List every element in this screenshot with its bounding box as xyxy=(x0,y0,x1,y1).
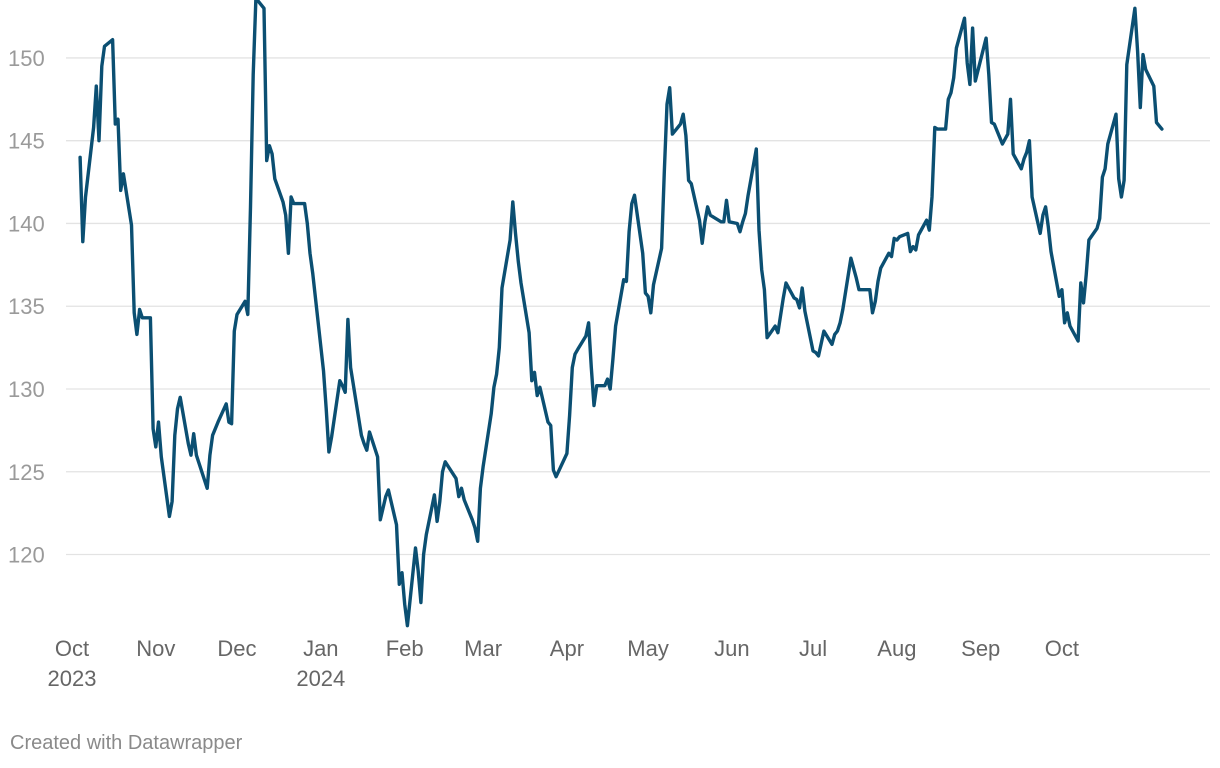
x-axis-ticks: Oct 2023 Nov Dec Jan 2024 Feb Mar Apr May Jun Jul Au… xyxy=(48,636,1079,691)
x-tick-label: Oct xyxy=(55,636,89,661)
x-tick-label: Apr xyxy=(550,636,584,661)
x-tick-label: Jan xyxy=(303,636,338,661)
x-tick-year-label: 2023 xyxy=(48,666,97,691)
gridlines xyxy=(66,57,1210,556)
y-tick-label: 125 xyxy=(8,460,45,485)
series-layer xyxy=(78,0,1164,628)
y-tick-label: 145 xyxy=(8,129,45,154)
x-tick-label: Dec xyxy=(217,636,256,661)
x-tick-label: May xyxy=(627,636,669,661)
x-tick-label: Jun xyxy=(714,636,749,661)
x-tick-label: Jul xyxy=(799,636,827,661)
x-tick-label: Mar xyxy=(464,636,502,661)
x-tick-label: Sep xyxy=(961,636,1000,661)
series-line xyxy=(78,0,1164,628)
y-tick-label: 120 xyxy=(8,543,45,568)
x-tick-label: Feb xyxy=(386,636,424,661)
x-tick-label: Nov xyxy=(136,636,175,661)
x-tick-year-label: 2024 xyxy=(296,666,345,691)
x-tick-label: Oct xyxy=(1045,636,1079,661)
y-tick-label: 130 xyxy=(8,377,45,402)
y-tick-label: 140 xyxy=(8,211,45,236)
x-tick-label: Aug xyxy=(877,636,916,661)
y-axis-ticks: 120 125 130 135 140 145 150 xyxy=(8,46,45,568)
y-tick-label: 135 xyxy=(8,294,45,319)
y-tick-label: 150 xyxy=(8,46,45,71)
credit-footer[interactable]: Created with Datawrapper xyxy=(10,732,243,754)
